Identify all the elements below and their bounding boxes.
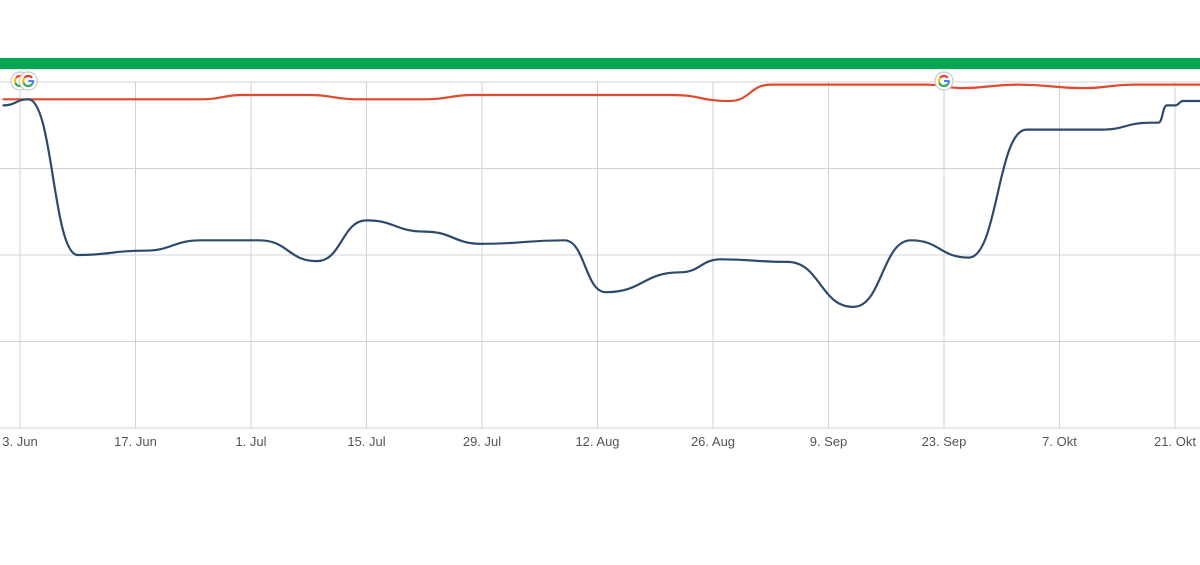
series-lines xyxy=(2,83,1200,308)
x-tick-label: 26. Aug xyxy=(691,434,735,449)
g-arc xyxy=(938,82,949,88)
g-arc xyxy=(22,77,26,84)
google-g-icon xyxy=(937,74,951,88)
horizontal-gridlines xyxy=(0,81,1200,429)
g-arc xyxy=(937,77,942,84)
x-tick-label: 9. Sep xyxy=(810,434,848,449)
g-arc xyxy=(22,82,33,88)
x-tick-label: 15. Jul xyxy=(347,434,385,449)
event-markers[interactable] xyxy=(10,71,954,91)
g-arc xyxy=(13,77,18,84)
x-tick-label: 3. Jun xyxy=(2,434,37,449)
top-bar xyxy=(0,58,1200,69)
vertical-gridlines xyxy=(19,82,1176,428)
google-update-marker[interactable] xyxy=(18,71,38,91)
x-tick-label: 12. Aug xyxy=(575,434,619,449)
red-series-line xyxy=(2,83,1200,103)
blue-series-line xyxy=(2,98,1200,308)
x-tick-label: 23. Sep xyxy=(922,434,967,449)
x-tick-label: 7. Okt xyxy=(1042,434,1077,449)
x-tick-label: 29. Jul xyxy=(463,434,501,449)
x-tick-label: 1. Jul xyxy=(235,434,266,449)
x-tick-label: 17. Jun xyxy=(114,434,157,449)
x-tick-label: 21. Okt xyxy=(1154,434,1196,449)
g-arc xyxy=(23,74,33,79)
google-update-marker[interactable] xyxy=(934,71,954,91)
g-arc xyxy=(939,74,949,79)
x-axis-tick-labels: 3. Jun 17. Jun 1. Jul 15. Jul 29. Jul 12. Aug… xyxy=(2,434,1196,449)
google-g-icon xyxy=(22,74,35,88)
